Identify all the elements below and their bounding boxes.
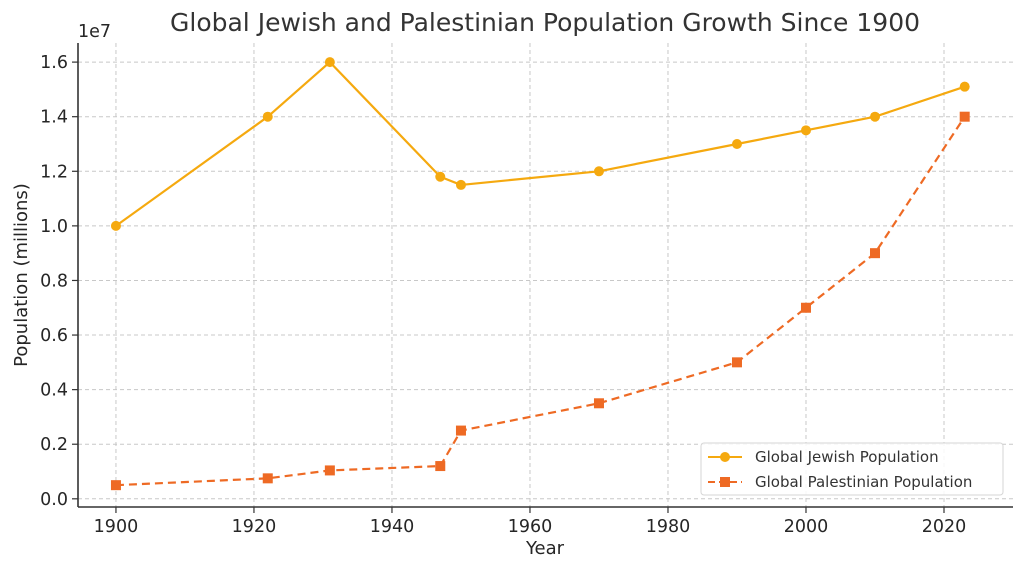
series-line-palestinian bbox=[115, 116, 966, 487]
data-point-palestinian bbox=[869, 248, 880, 259]
y-offset-label: 1e7 bbox=[78, 22, 111, 42]
data-point-jewish bbox=[959, 81, 970, 92]
data-point-jewish bbox=[593, 166, 604, 177]
data-point-jewish bbox=[110, 220, 121, 231]
x-tick-label: 1960 bbox=[508, 517, 553, 537]
data-point-jewish bbox=[324, 57, 335, 68]
x-tick-label: 2000 bbox=[784, 517, 829, 537]
x-tick-label: 1940 bbox=[370, 517, 415, 537]
data-point-palestinian bbox=[435, 461, 446, 472]
y-ticks: 0.0 0.2 0.4 0.6 0.8 1.0 1.2 1.4 1.6 bbox=[40, 53, 78, 510]
y-tick-label: 0.8 bbox=[40, 271, 68, 291]
y-tick-label: 0.4 bbox=[40, 381, 68, 401]
y-tick-label: 1.0 bbox=[40, 217, 68, 237]
y-tick-label: 0.2 bbox=[40, 435, 68, 455]
legend-label-jewish: Global Jewish Population bbox=[755, 448, 939, 466]
x-axis-label: Year bbox=[525, 538, 565, 559]
legend: Global Jewish Population Global Palestin… bbox=[700, 442, 1004, 496]
y-tick-label: 0.0 bbox=[40, 490, 68, 510]
data-point-jewish bbox=[262, 111, 273, 122]
y-tick-label: 1.4 bbox=[40, 108, 68, 128]
data-point-palestinian bbox=[593, 398, 604, 409]
series bbox=[110, 57, 970, 491]
chart-title: Global Jewish and Palestinian Population… bbox=[170, 8, 920, 37]
y-tick-label: 1.6 bbox=[40, 53, 68, 73]
data-point-palestinian bbox=[110, 480, 121, 491]
y-tick-label: 0.6 bbox=[40, 326, 68, 346]
x-ticks: 1900 1920 1940 1960 1980 2000 2020 bbox=[94, 507, 967, 537]
legend-marker-jewish bbox=[720, 452, 730, 462]
data-point-jewish bbox=[455, 179, 466, 190]
data-point-palestinian bbox=[262, 473, 273, 484]
data-point-palestinian bbox=[455, 425, 466, 436]
x-tick-label: 1980 bbox=[646, 517, 691, 537]
data-point-palestinian bbox=[800, 302, 811, 313]
legend-label-palestinian: Global Palestinian Population bbox=[755, 473, 972, 491]
grid bbox=[78, 43, 1013, 507]
series-line-jewish bbox=[115, 61, 966, 227]
x-tick-label: 1900 bbox=[94, 517, 139, 537]
data-point-palestinian bbox=[731, 357, 742, 368]
data-point-palestinian bbox=[959, 111, 970, 122]
x-tick-label: 2020 bbox=[922, 517, 967, 537]
data-point-jewish bbox=[800, 125, 811, 136]
y-tick-label: 1.2 bbox=[40, 162, 68, 182]
legend-frame bbox=[700, 442, 1004, 496]
data-point-jewish bbox=[869, 111, 880, 122]
axes bbox=[77, 43, 1013, 508]
legend-marker-palestinian bbox=[720, 477, 730, 487]
x-tick-label: 1920 bbox=[232, 517, 277, 537]
y-axis-label: Population (millions) bbox=[11, 183, 32, 367]
data-point-palestinian bbox=[324, 465, 335, 476]
data-point-jewish bbox=[435, 171, 446, 182]
data-point-jewish bbox=[731, 138, 742, 149]
